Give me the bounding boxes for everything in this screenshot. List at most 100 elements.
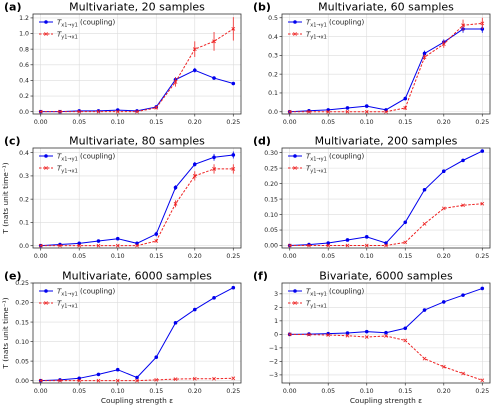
y-tick-label: −2 xyxy=(269,359,278,366)
x-tick-label: 0.10 xyxy=(111,119,125,126)
y-tick-label: 0.0 xyxy=(19,243,29,250)
legend-subscript: y1→x1 xyxy=(310,304,326,310)
data-point xyxy=(403,106,408,110)
x-tick-label: 0.15 xyxy=(149,119,163,126)
legend-subscript: x1→y1 xyxy=(61,23,77,29)
series-xy-coupling xyxy=(287,286,485,337)
data-point xyxy=(441,42,446,46)
chart-panel-b: 0.00 0.05 0.10 0.15 0.20 0.25 0.0 0.1 0.2 0.3 0.4 0… xyxy=(253,1,491,126)
data-point xyxy=(480,378,485,383)
y-tick-label: 0.3 xyxy=(19,173,29,180)
y-tick-label: 1.2 xyxy=(19,15,29,22)
data-point xyxy=(326,108,331,112)
legend-subscript: x1→y1 xyxy=(310,157,326,163)
legend-subscript: y1→x1 xyxy=(61,169,77,175)
legend-marker xyxy=(44,301,48,305)
legend-marker xyxy=(44,289,48,293)
data-point xyxy=(441,206,446,211)
grid xyxy=(33,14,241,114)
y-tick-label: 0.15 xyxy=(15,319,29,326)
legend-symbol: T xyxy=(57,19,62,27)
data-point xyxy=(345,238,350,242)
y-tick-label: 1.0 xyxy=(19,31,29,38)
panel-letter: (f) xyxy=(253,270,268,283)
panel-letter: (e) xyxy=(4,270,22,283)
y-tick-label: 0.30 xyxy=(264,150,278,157)
x-axis-label: Coupling strength ε xyxy=(350,396,422,405)
x-tick-label: 0.10 xyxy=(111,253,125,260)
data-point xyxy=(96,243,101,248)
y-tick-label: 0.0 xyxy=(268,109,278,116)
y-tick-label: 0.1 xyxy=(268,90,278,97)
plot-frame xyxy=(281,13,491,115)
data-point xyxy=(192,376,197,381)
data-point xyxy=(345,333,350,338)
legend-suffix: (coupling) xyxy=(78,153,116,161)
legend-label: Ty1→x1 xyxy=(306,165,327,175)
y-tick-label: 0.2 xyxy=(268,71,278,78)
legend-label: Ty1→x1 xyxy=(306,31,327,41)
chart-panel-a: 0.00 0.05 0.10 0.15 0.20 0.25 0.0 0.2 0.4 0.6 0.8 1… xyxy=(4,1,242,126)
panel-title: Bivariate, 6000 samples xyxy=(319,270,453,283)
panel-letter: (a) xyxy=(4,1,21,14)
series-line xyxy=(289,333,483,381)
data-point xyxy=(422,55,427,60)
data-point xyxy=(38,109,43,114)
data-point xyxy=(212,39,216,44)
data-point xyxy=(154,232,159,236)
data-point xyxy=(192,68,197,73)
legend-marker xyxy=(293,166,297,170)
grid xyxy=(33,282,241,383)
data-point xyxy=(192,162,197,167)
data-point xyxy=(77,243,82,248)
x-tick-label: 0.05 xyxy=(72,253,86,260)
x-tick-label: 0.25 xyxy=(226,253,240,260)
data-point xyxy=(115,236,120,241)
x-tick-label: 0.00 xyxy=(283,253,297,260)
series-line xyxy=(40,28,234,113)
y-tick-label: 0.4 xyxy=(268,34,278,41)
data-point xyxy=(135,243,139,248)
data-point xyxy=(58,378,62,383)
panel-letter: (c) xyxy=(4,135,21,148)
y-tick-label: 1 xyxy=(274,318,278,325)
data-point xyxy=(192,307,197,312)
y-tick-label: 0 xyxy=(274,332,278,339)
y-tick-label: 0.20 xyxy=(264,181,278,188)
legend-suffix: (coupling) xyxy=(327,288,365,296)
data-point xyxy=(173,321,178,325)
legend-subscript: y1→x1 xyxy=(310,35,326,41)
legend-label: Ty1→x1 xyxy=(306,300,327,310)
x-tick-label: 0.20 xyxy=(188,119,202,126)
legend: Tx1→y1 (coupling)Ty1→x1 xyxy=(39,288,116,310)
panel-letter: (d) xyxy=(253,135,271,148)
x-tick-label: 0.20 xyxy=(437,253,451,260)
data-point xyxy=(154,105,159,110)
y-tick-label: 0.05 xyxy=(15,358,29,365)
legend-subscript: x1→y1 xyxy=(310,23,326,29)
data-point xyxy=(403,96,408,101)
data-point xyxy=(115,378,120,383)
legend-marker xyxy=(293,289,297,293)
series-yx xyxy=(38,164,236,248)
data-point xyxy=(384,334,388,338)
data-point xyxy=(345,331,350,335)
data-point xyxy=(135,378,139,383)
x-tick-label: 0.20 xyxy=(188,253,202,260)
y-tick-label: 0.20 xyxy=(15,300,29,307)
data-point xyxy=(384,243,388,248)
x-tick-label: 0.05 xyxy=(321,119,335,126)
legend-symbol: T xyxy=(306,153,311,161)
data-point xyxy=(154,239,159,243)
data-point xyxy=(231,285,236,290)
series-xy-coupling xyxy=(287,149,485,248)
data-point xyxy=(364,104,369,108)
data-point xyxy=(287,109,292,114)
x-tick-label: 0.00 xyxy=(283,388,297,395)
x-tick-label: 0.10 xyxy=(360,388,374,395)
x-tick-label: 0.15 xyxy=(398,388,412,395)
data-point xyxy=(77,109,82,114)
data-point xyxy=(287,243,292,248)
series-line xyxy=(289,150,483,247)
chart-panel-e: 0.00 0.05 0.10 0.15 0.20 0.25 0.00 0.05 0.10 0.15… xyxy=(1,270,242,405)
